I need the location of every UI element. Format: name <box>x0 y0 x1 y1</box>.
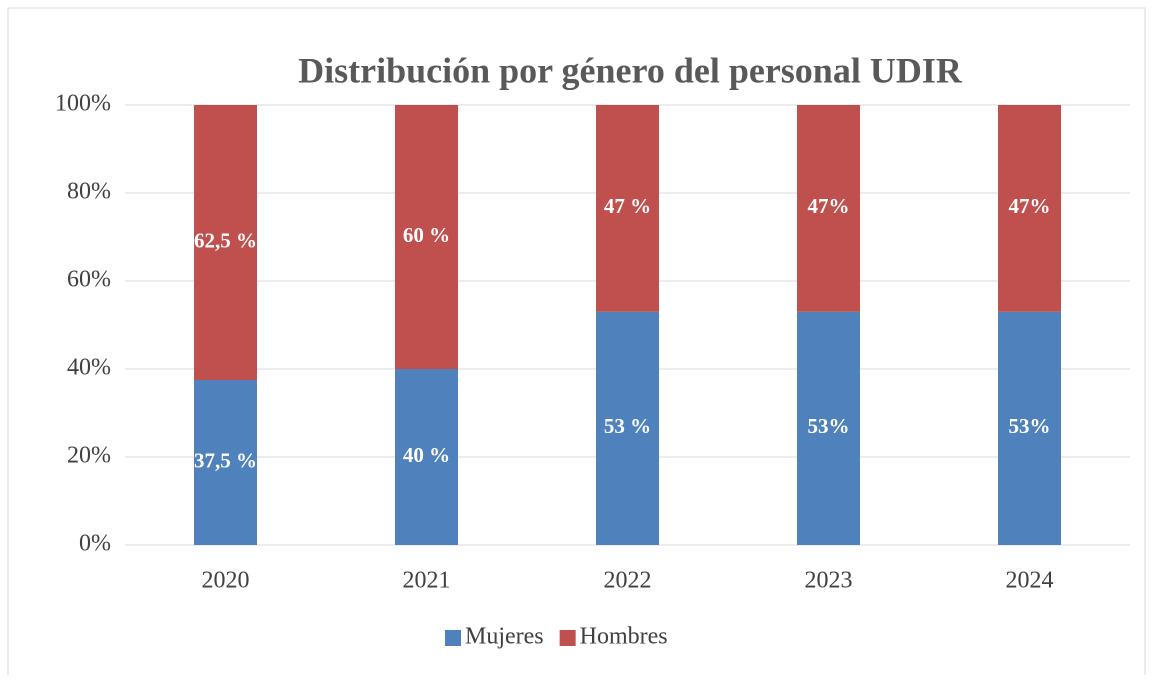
chart-title: Distribución por género del personal UDI… <box>298 50 963 90</box>
bar-segment <box>596 105 659 312</box>
value-label: 47 % <box>604 194 651 218</box>
x-tick-label: 2020 <box>202 568 250 594</box>
bar-segment <box>395 369 458 545</box>
value-label: 53% <box>808 414 850 438</box>
y-tick-label: 0% <box>79 531 111 557</box>
y-tick-label: 20% <box>67 443 111 469</box>
bar-segment <box>194 105 257 380</box>
y-tick-label: 80% <box>67 179 111 205</box>
bar-segment <box>596 311 659 545</box>
bar-segment <box>998 105 1061 312</box>
x-tick-label: 2023 <box>805 568 853 594</box>
value-label: 53% <box>1009 414 1051 438</box>
x-tick-label: 2024 <box>1006 568 1054 594</box>
y-tick-label: 60% <box>67 267 111 293</box>
value-label: 47% <box>808 194 850 218</box>
y-tick-label: 100% <box>55 91 111 117</box>
bar-segment <box>395 105 458 369</box>
legend-swatch <box>445 630 461 646</box>
y-tick-label: 40% <box>67 355 111 381</box>
value-label: 62,5 % <box>194 228 257 252</box>
value-label: 53 % <box>604 414 651 438</box>
bar-segment <box>797 105 860 312</box>
x-tick-label: 2021 <box>403 568 451 594</box>
value-label: 47% <box>1009 194 1051 218</box>
legend-label: Hombres <box>580 624 668 650</box>
chart-frame <box>7 7 1146 679</box>
value-label: 40 % <box>403 443 450 467</box>
legend-label: Mujeres <box>465 624 544 650</box>
bar-segment <box>194 380 257 545</box>
bar-segment <box>998 311 1061 545</box>
value-label: 60 % <box>403 223 450 247</box>
bar-segment <box>797 311 860 545</box>
legend-swatch <box>559 630 576 646</box>
x-tick-label: 2022 <box>604 568 652 594</box>
value-label: 37,5 % <box>194 448 257 472</box>
